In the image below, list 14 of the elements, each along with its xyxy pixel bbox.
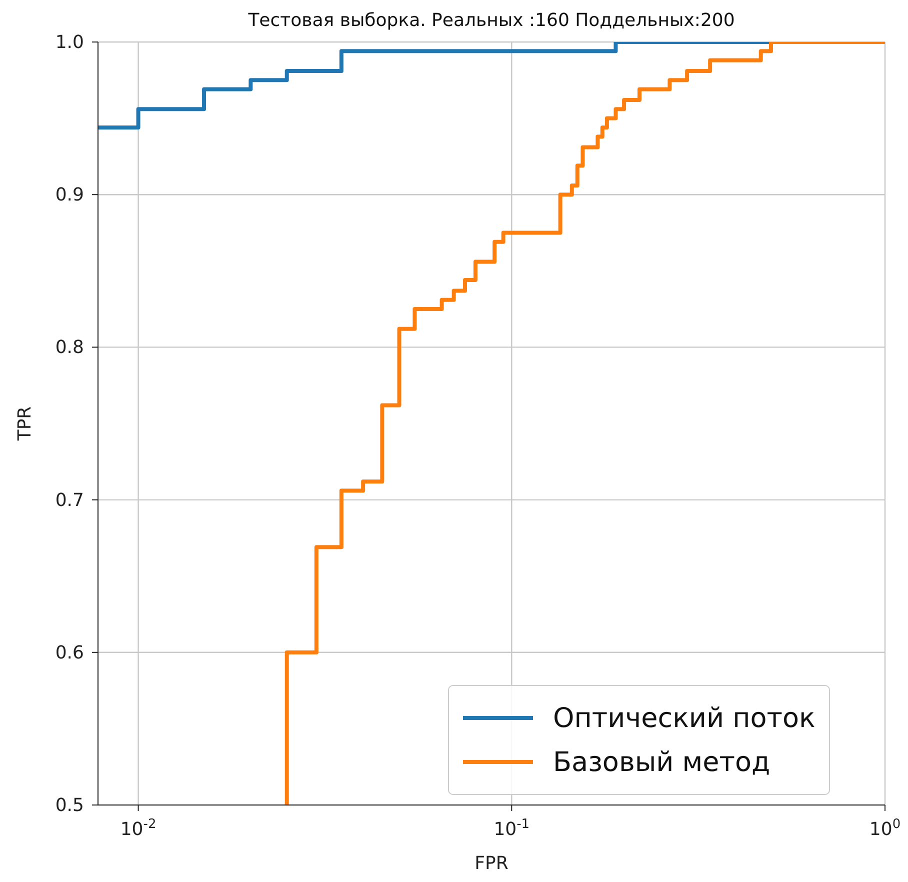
x-tick-label: 10$^{0}$ <box>869 816 901 840</box>
y-tick-label: 0.9 <box>55 184 84 206</box>
x-axis-title: FPR <box>474 853 508 874</box>
y-axis-title: TPR <box>14 406 36 442</box>
legend-label: Базовый метод <box>553 746 770 778</box>
x-tick-label: 10$^{-2}$ <box>120 816 156 840</box>
y-tick-label: 1.0 <box>55 32 84 53</box>
y-tick-label: 0.8 <box>55 337 84 358</box>
y-tick-label: 0.7 <box>55 490 84 511</box>
y-tick-label: 0.5 <box>55 795 84 816</box>
chart-title: Тестовая выборка. Реальных :160 Поддельных:200 <box>247 10 736 31</box>
legend-label: Оптический поток <box>553 702 816 734</box>
x-tick-label: 10$^{-1}$ <box>494 816 530 840</box>
y-tick-label: 0.6 <box>55 642 84 664</box>
